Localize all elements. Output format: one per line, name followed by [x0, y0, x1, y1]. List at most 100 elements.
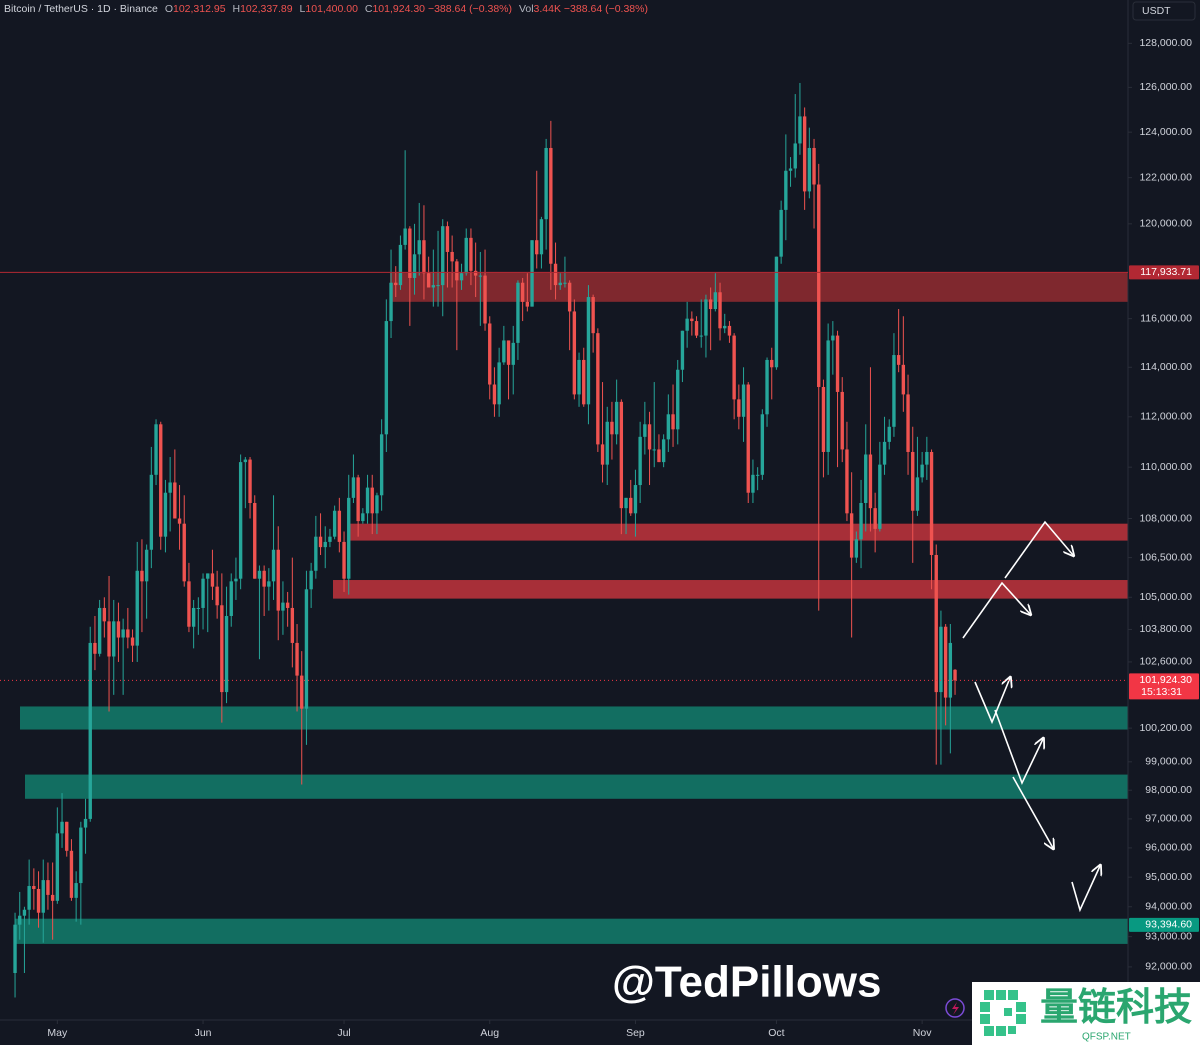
candle-body [224, 615, 229, 693]
y-tick-label: 96,000.00 [1145, 842, 1192, 854]
y-tick-label: 103,800.00 [1139, 623, 1192, 635]
candle-body [619, 401, 624, 509]
candle-body [431, 285, 436, 288]
candle-body [948, 642, 953, 698]
open-key: O [164, 3, 173, 15]
candle-body [723, 325, 727, 329]
arrow [1071, 866, 1100, 913]
candle-body [680, 330, 685, 370]
price-label-bg [1129, 265, 1199, 280]
candle-body [135, 570, 139, 646]
candle-body [605, 421, 609, 465]
candle-body [558, 282, 562, 286]
logo-icon [980, 990, 1026, 1036]
candle-body [864, 454, 868, 504]
candle-body [868, 454, 873, 509]
candle-body [770, 359, 774, 368]
candle-body [727, 325, 732, 336]
candle-body [46, 880, 50, 895]
candle-body [614, 401, 619, 435]
candle-body [939, 626, 943, 693]
y-tick-label: 116,000.00 [1140, 312, 1192, 324]
candle-body [732, 335, 736, 400]
price-label-bg [1129, 673, 1199, 700]
change: −388.64 (−0.38%) [427, 3, 513, 15]
candle-body [737, 399, 741, 417]
y-tick-label: 100,200.00 [1139, 722, 1192, 734]
candle-body [159, 424, 163, 537]
candle-body [356, 477, 360, 522]
candle-body [793, 143, 797, 169]
candle-body [445, 226, 450, 252]
candle-body [403, 228, 407, 245]
candle-body [638, 436, 642, 486]
y-tick-label: 102,600.00 [1139, 656, 1192, 668]
candle-body [596, 333, 600, 445]
candle-body [93, 642, 97, 654]
candle-body [530, 240, 534, 307]
candle-body [953, 669, 957, 681]
currency: USDT [1142, 5, 1171, 17]
y-tick-label: 122,000.00 [1139, 171, 1192, 183]
candle-body [464, 237, 468, 274]
candle-body [88, 642, 92, 819]
vol-change: −388.64 (−0.38%) [563, 3, 648, 15]
price-label: 117,933.71 [1140, 266, 1192, 278]
candle-body [633, 485, 638, 514]
candle-body [643, 424, 647, 437]
y-tick-label: 99,000.00 [1145, 756, 1192, 768]
candle-body [154, 424, 158, 475]
x-tick-label: May [47, 1027, 68, 1039]
candle-body [483, 275, 487, 324]
candle-body [332, 510, 337, 537]
candle-body [384, 321, 389, 435]
candle-body [817, 184, 821, 387]
candle-body [516, 282, 520, 343]
candle-body [290, 607, 295, 643]
high-key: H [232, 3, 241, 15]
candle-body [835, 335, 840, 392]
candle-body [567, 282, 572, 312]
candle-body [661, 439, 666, 463]
candle-body [854, 539, 859, 558]
lightning-icon[interactable] [945, 998, 965, 1018]
candle-body [671, 414, 675, 430]
price-label-bg [1129, 917, 1199, 932]
candle-body [802, 116, 807, 192]
currency-box[interactable] [1132, 1, 1196, 21]
candle-body [586, 297, 591, 405]
candle-body [572, 311, 577, 395]
candle-body [788, 168, 793, 171]
candle-body [271, 549, 276, 582]
logo-sub: QFSP.NET [1082, 1032, 1131, 1043]
candle-body [690, 318, 694, 322]
legend-header: Bitcoin / TetherUS · 1D · Binance O102,3… [4, 3, 648, 15]
price-zone [15, 918, 1128, 944]
candle-body [206, 573, 210, 579]
candle-body [765, 359, 769, 415]
candle-body [22, 909, 27, 916]
candle-body [713, 292, 718, 310]
candle-body [351, 477, 356, 498]
candle-body [459, 273, 464, 281]
symbol: Bitcoin / TetherUS · 1D · Binance [4, 3, 158, 15]
candle-body [18, 915, 22, 925]
y-tick-label: 114,000.00 [1140, 361, 1192, 373]
candle-body [13, 924, 17, 973]
candle-body [36, 888, 41, 913]
candle-body [328, 536, 332, 542]
candle-body [473, 270, 478, 276]
x-tick-label: Jun [195, 1027, 212, 1039]
candle-body [600, 444, 605, 465]
candle-body [281, 602, 285, 611]
candle-body [107, 621, 111, 657]
candle-body [629, 497, 633, 514]
price-label: 93,394.60 [1145, 919, 1192, 931]
candle-body [741, 384, 746, 417]
candle-body [779, 209, 783, 257]
close: 101,924.30 [372, 3, 426, 15]
open: 102,312.95 [172, 3, 226, 15]
candle-body [746, 384, 750, 493]
y-tick-label: 98,000.00 [1145, 784, 1192, 796]
candle-body [365, 487, 370, 514]
